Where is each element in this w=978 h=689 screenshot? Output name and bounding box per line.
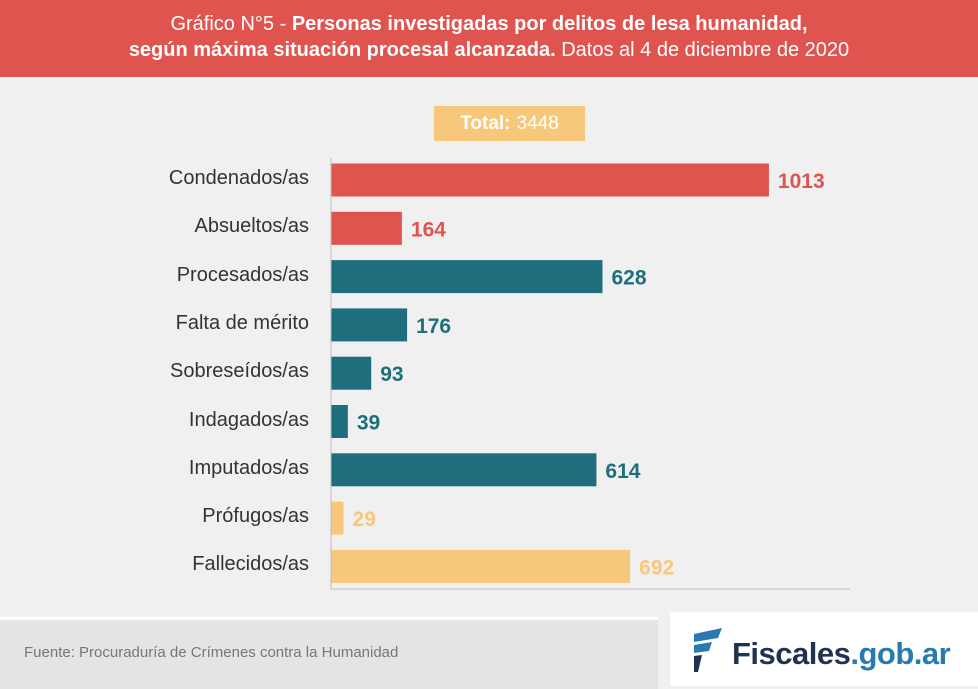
data-label: 39 [357,412,380,435]
total-badge: Total: 3448 [434,106,585,141]
chart-header: Gráfico N°5 - Personas investigadas por … [0,0,978,77]
fiscales-logo-text: Fiscales.gob.ar [732,636,951,672]
category-label: Condenados/as [168,167,309,189]
source-text: Fuente: Procuraduría de Crímenes contra … [24,644,399,661]
header-line-2: según máxima situación procesal alcanzad… [0,38,978,62]
data-label: 614 [605,460,640,483]
data-label: 176 [416,315,451,338]
header-line-1: Gráfico N°5 - Personas investigadas por … [0,12,978,36]
category-label: Sobreseídos/as [170,360,309,383]
logo-domain: .gob.ar [850,636,951,671]
source-bar [0,617,658,689]
category-label: Procesados/as [176,263,309,286]
fiscales-logo-icon [694,628,722,672]
category-label: Absueltos/as [194,215,309,238]
data-label: 93 [380,363,403,386]
bar [331,163,769,197]
category-label: Prófugos/as [202,505,309,528]
bar [331,453,597,487]
fiscales-logo: Fiscales.gob.ar [670,612,978,686]
chart-subtitle: Datos al 4 de diciembre de 2020 [561,39,850,61]
bar [331,501,344,535]
category-label: Fallecidos/as [192,553,309,576]
bar [331,211,402,245]
bar [331,405,348,438]
bar [331,308,408,342]
total-value: 3448 [516,112,559,134]
logo-name: Fiscales [732,636,851,671]
bar [331,356,372,390]
bar [331,260,603,294]
data-label: 692 [639,556,674,579]
category-label: Imputados/as [188,456,309,479]
data-label: 628 [611,267,646,290]
category-label: Falta de mérito [175,311,309,334]
bar [331,549,631,583]
chart-title-part-2: según máxima situación procesal alcanzad… [128,39,556,61]
data-label: 29 [353,508,376,531]
category-label: Indagados/as [188,408,309,431]
chart-title-part-1: Personas investigadas por delitos de les… [291,13,808,35]
total-label: Total: [460,112,511,134]
chart-number: Gráfico N°5 - [170,13,292,35]
data-label: 1013 [778,170,825,193]
data-label: 164 [411,218,446,241]
